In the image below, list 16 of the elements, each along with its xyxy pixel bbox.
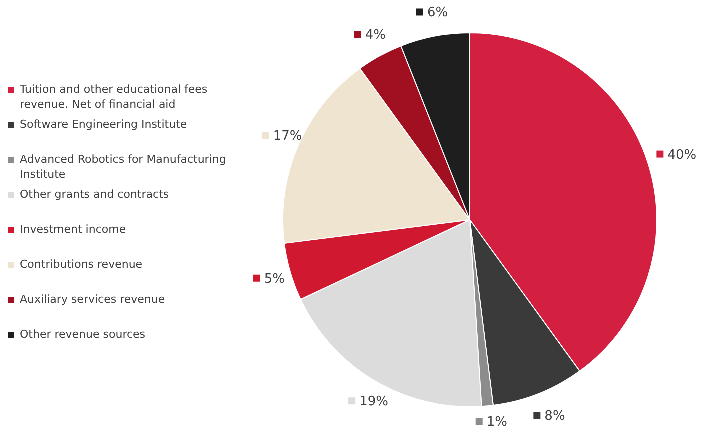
data-label: 8% <box>544 409 566 424</box>
legend-label: Tuition and other educational fees revenue. Net of financial aid <box>19 83 208 111</box>
legend-label: Other revenue sources <box>20 328 146 341</box>
legend-label: Software Engineering Institute <box>20 118 188 131</box>
data-label: 40% <box>668 148 697 163</box>
legend-label: Contributions revenue <box>20 258 143 271</box>
data-label: 4% <box>365 28 386 44</box>
data-label: 1% <box>486 415 508 430</box>
data-label: 19% <box>360 394 388 410</box>
legend-label: Other grants and contracts <box>20 188 170 201</box>
data-label: 5% <box>264 272 286 287</box>
data-label: 17% <box>273 129 302 144</box>
legend-label: Investment income <box>20 223 126 236</box>
legend-label: Advanced Robotics for Manufacturing Institute <box>20 153 226 181</box>
legend-label: Auxiliary services revenue <box>20 293 166 306</box>
data-label: 6% <box>427 6 448 21</box>
